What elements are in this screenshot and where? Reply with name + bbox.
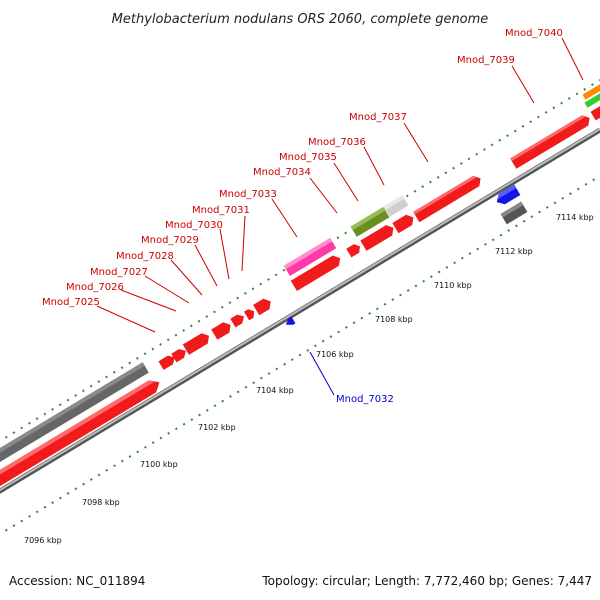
gene-label[interactable]: Mnod_7026 [66, 282, 124, 293]
gene-label[interactable]: Mnod_7028 [116, 251, 174, 262]
gene-feature-mnod-7036[interactable] [392, 212, 416, 234]
gene-label[interactable]: Mnod_7025 [42, 297, 100, 308]
gene-feature-mnod-7039[interactable] [510, 113, 592, 169]
scale-tick-label: 7098 kbp [82, 498, 120, 507]
genome-backbone [0, 127, 600, 494]
gene-label[interactable]: Mnod_7031 [192, 205, 250, 216]
scale-tick-label: 7100 kbp [140, 460, 178, 469]
gene-feature-mnod-7040-green[interactable] [584, 87, 600, 108]
gene-label[interactable]: Mnod_7030 [165, 220, 223, 231]
map-title: Methylobacterium nodulans ORS 2060, comp… [112, 12, 489, 27]
gene-feature-red-right-edge[interactable] [590, 101, 600, 121]
gene-label[interactable]: Mnod_7033 [219, 189, 277, 200]
gene-feature-mnod-7040-orange[interactable] [582, 79, 600, 100]
gene-feature-hypothetical-long[interactable] [0, 362, 149, 466]
scale-tick-label: 7102 kbp [198, 423, 236, 432]
scale-tick-label: 7108 kbp [375, 315, 413, 324]
gene-label[interactable]: Mnod_7039 [457, 55, 515, 66]
gene-feature-mnod-7027[interactable] [182, 331, 212, 355]
gene-feature-red-long[interactable] [0, 376, 163, 490]
scale-tick-label: 7104 kbp [256, 386, 294, 395]
scale-tick-label: 7096 kbp [24, 536, 62, 545]
gene-label[interactable]: Mnod_7032 [336, 394, 394, 405]
gene-feature-mnod-7034[interactable] [346, 242, 362, 258]
gene-label[interactable]: Mnod_7037 [349, 112, 407, 123]
gene-label[interactable]: Mnod_7034 [253, 167, 311, 178]
scale-tick-label: 7110 kbp [434, 281, 472, 290]
lower-tick-track [0, 175, 600, 536]
scale-tick-label: 7112 kbp [495, 247, 533, 256]
scale-tick-label: 7106 kbp [316, 350, 354, 359]
accession-text: Accession: NC_011894 [9, 574, 145, 588]
gene-feature-mnod-7031[interactable] [253, 296, 274, 316]
genome-backbone-highlight [0, 128, 600, 492]
gene-feature-mnod-7029[interactable] [230, 312, 246, 328]
upper-tick-track [0, 79, 600, 443]
gene-feature-olive[interactable] [350, 207, 390, 237]
gene-feature-mnod-7035[interactable] [360, 223, 396, 251]
gene-feature-red-under-7033[interactable] [290, 253, 343, 292]
scale-labels: 7096 kbp 7098 kbp 7100 kbp 7102 kbp 7104… [24, 213, 594, 545]
gene-labels: Mnod_7025 Mnod_7026 Mnod_7027 Mnod_7028 … [42, 28, 563, 405]
gene-feature-mnod-7026[interactable] [171, 347, 188, 363]
gene-feature-mnod-7032[interactable] [284, 316, 296, 328]
callout-lines [96, 37, 584, 396]
gene-feature-blue-reverse[interactable] [494, 184, 521, 208]
gene-feature-mnod-7033[interactable] [283, 237, 337, 277]
gene-label[interactable]: Mnod_7036 [308, 137, 366, 148]
gene-feature-light-grey[interactable] [383, 195, 409, 217]
gene-label[interactable]: Mnod_7035 [279, 152, 337, 163]
scale-tick-label: 7114 kbp [556, 213, 594, 222]
gene-label[interactable]: Mnod_7027 [90, 267, 148, 278]
gene-feature-mnod-7028[interactable] [211, 320, 233, 340]
gene-feature-mnod-7037[interactable] [413, 173, 483, 223]
gene-feature-mnod-7025[interactable] [158, 353, 177, 370]
genome-summary-text: Topology: circular; Length: 7,772,460 bp… [261, 574, 592, 588]
gene-label[interactable]: Mnod_7029 [141, 235, 199, 246]
gene-label[interactable]: Mnod_7040 [505, 28, 563, 39]
gene-feature-grey-reverse[interactable] [500, 201, 528, 225]
gene-feature-mnod-7030[interactable] [243, 307, 257, 321]
